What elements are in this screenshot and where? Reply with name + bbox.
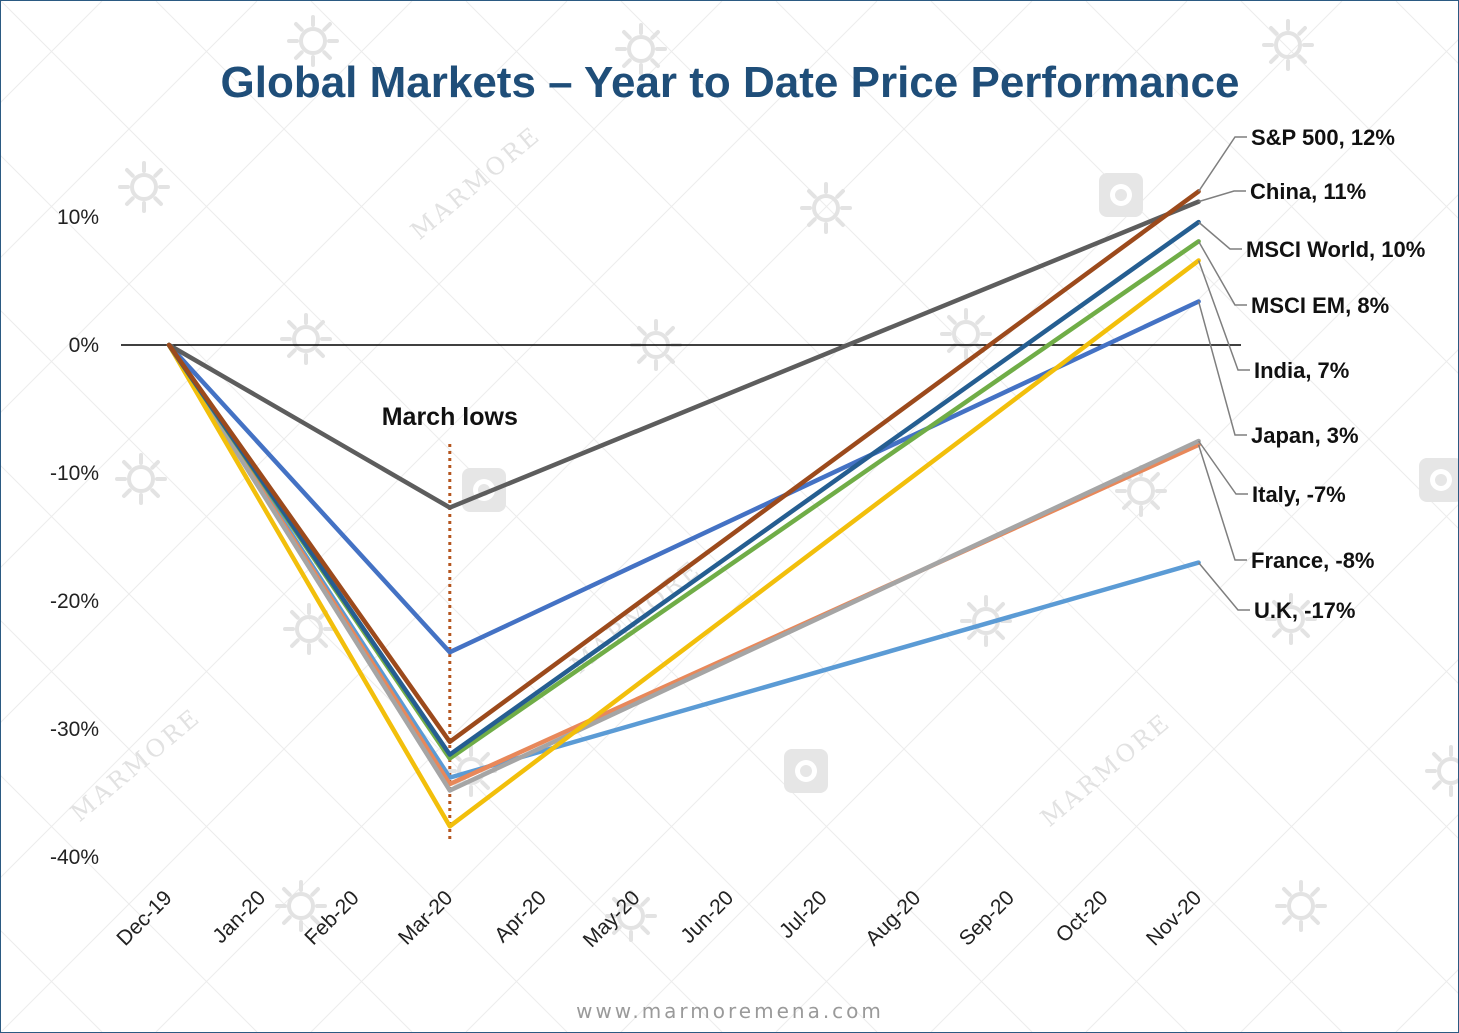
watermark-grid-line	[1, 1, 413, 413]
watermark-grid-line	[775, 1, 1458, 684]
series-line	[166, 342, 1201, 793]
end-label: China, 11%	[1250, 179, 1366, 204]
watermark-sun-icon	[615, 23, 667, 75]
watermark-grid-line	[775, 349, 1458, 1032]
watermark-camera-icon	[462, 468, 506, 512]
watermark-grid-line	[1, 1, 1033, 1032]
watermark-camera-icon	[1099, 173, 1143, 217]
watermark-sun-icon	[800, 182, 852, 234]
watermark-sun-icon	[115, 453, 167, 505]
chart-title: Global Markets – Year to Date Price Perf…	[221, 58, 1240, 107]
watermark-grid-line	[1085, 1, 1458, 374]
watermark-sun-icon	[1262, 19, 1314, 71]
watermark-grid-line	[1085, 659, 1458, 1032]
watermark-sun-icon	[118, 161, 170, 213]
y-tick-label: -20%	[50, 590, 99, 613]
watermark-grid-line	[1, 155, 878, 1032]
watermark-sun-icon	[1265, 593, 1317, 645]
leader-line	[1197, 444, 1247, 561]
x-tick-label: Sep-20	[955, 886, 1019, 950]
end-labels: S&P 500, 12% China, 11% MSCI World, 10% MSC…	[1246, 125, 1425, 623]
watermark-sun-icon	[940, 308, 992, 360]
leader-lines	[1197, 136, 1250, 611]
watermark-grid-line	[155, 1, 1188, 1032]
watermark-grid-line	[1240, 814, 1458, 1032]
watermark-grid-line	[1, 1, 723, 723]
watermark-grid-line	[930, 1, 1458, 529]
y-tick-label: -40%	[50, 846, 99, 869]
watermark-camera-icon	[784, 749, 828, 793]
x-tick-label: Oct-20	[1052, 886, 1113, 947]
leader-line	[1198, 562, 1250, 611]
end-label: Italy, -7%	[1252, 482, 1346, 507]
leader-line	[1197, 440, 1248, 495]
series-line	[166, 199, 1201, 510]
end-label: S&P 500, 12%	[1251, 125, 1395, 150]
watermark-grid-line	[930, 504, 1458, 1032]
leader-line	[1197, 260, 1250, 371]
x-tick-label: Nov-20	[1142, 886, 1206, 950]
watermark-grid-line	[620, 194, 1458, 1032]
y-tick-label: 0%	[69, 334, 99, 357]
watermark-grid-line	[465, 1, 1458, 994]
series-line	[166, 299, 1201, 655]
y-tick-label: 10%	[57, 206, 99, 229]
y-tick-label: -10%	[50, 462, 99, 485]
watermark-grid-line	[1395, 1, 1458, 64]
end-label: U.K, -17%	[1254, 598, 1355, 623]
watermark-grid-line	[1, 1, 568, 568]
footer-url: www.marmoremena.com	[576, 999, 884, 1023]
watermark-sun-icon	[605, 890, 657, 942]
watermark-grid-line	[1240, 1, 1458, 219]
watermark-sun-icon	[280, 313, 332, 365]
watermark-sun-icon	[1425, 745, 1458, 797]
end-label: India, 7%	[1254, 358, 1349, 383]
x-tick-label: Jul-20	[775, 886, 832, 943]
y-axis: 10% 0% -10% -20% -30% -40%	[50, 206, 99, 869]
x-tick-label: Mar-20	[394, 886, 457, 949]
end-label: MSCI World, 10%	[1246, 237, 1425, 262]
series-layer	[166, 189, 1201, 829]
watermark-sun-icon	[275, 880, 327, 932]
watermark-text: MARMORE	[405, 120, 546, 245]
watermark-grid-line	[1, 1, 878, 878]
x-tick-label: Aug-20	[861, 886, 925, 950]
end-label: MSCI EM, 8%	[1251, 293, 1389, 318]
watermark-grid-line	[1, 620, 413, 1032]
watermark-grid-line	[1, 775, 258, 1032]
series-line	[166, 219, 1201, 757]
leader-line	[1197, 136, 1247, 192]
series-line	[166, 258, 1201, 829]
leader-line	[1198, 221, 1242, 250]
watermark-text: MARMORE	[565, 554, 706, 679]
series-line	[166, 189, 1201, 745]
leader-line	[1197, 301, 1247, 436]
end-label: France, -8%	[1251, 548, 1375, 573]
x-tick-label: Jun-20	[676, 886, 738, 948]
watermark-text: MARMORE	[1035, 707, 1176, 832]
leader-line	[1198, 190, 1246, 203]
y-tick-label: -30%	[50, 718, 99, 741]
end-label: Japan, 3%	[1251, 423, 1359, 448]
watermark-grid-line	[310, 1, 1343, 1032]
x-tick-label: May-20	[579, 886, 645, 952]
watermark-grid-line	[1395, 969, 1458, 1032]
leader-line	[1197, 240, 1247, 306]
watermark-sun-icon	[1275, 880, 1327, 932]
watermark-grid-line	[1, 1, 258, 258]
march-lows-label: March lows	[382, 403, 518, 431]
watermark-camera-icon	[1419, 458, 1458, 502]
x-tick-label: Jan-20	[208, 886, 270, 948]
x-tick-label: Apr-20	[490, 886, 551, 947]
watermark-grid-line	[465, 39, 1458, 1032]
watermark-sun-icon	[287, 15, 339, 67]
x-tick-label: Dec-19	[112, 886, 176, 950]
